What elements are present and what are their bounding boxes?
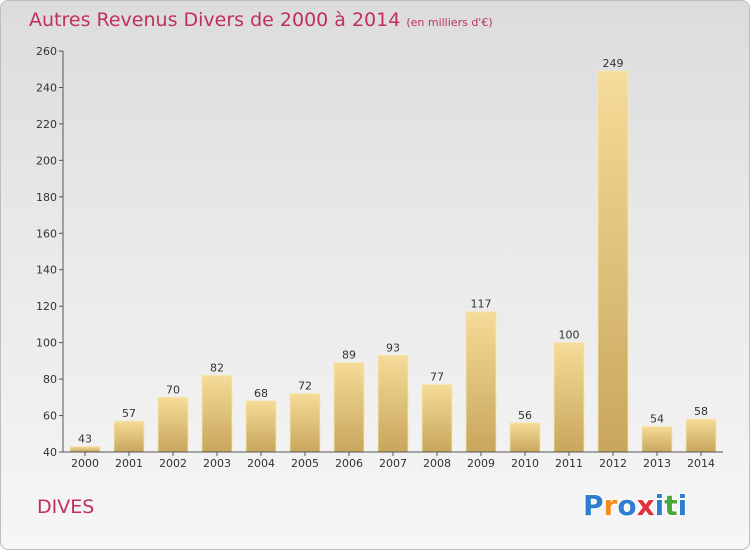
bar-2005 xyxy=(289,393,321,453)
x-tick-label: 2011 xyxy=(555,457,583,470)
bar-value-label: 93 xyxy=(386,341,400,354)
x-tick-label: 2005 xyxy=(291,457,319,470)
chart-title-text: Autres Revenus Divers de 2000 à 2014 xyxy=(29,9,401,31)
bar-value-label: 89 xyxy=(342,349,356,362)
x-tick-label: 2004 xyxy=(247,457,275,470)
y-tick-label: 220 xyxy=(36,118,57,131)
logo-letter: r xyxy=(603,489,618,522)
bar-value-label: 100 xyxy=(559,329,580,342)
y-axis: 40 60 80 100 120 140 160 180 200 220 240 260 xyxy=(36,45,64,459)
x-tick-label: 2000 xyxy=(71,457,99,470)
x-tick-label: 2006 xyxy=(335,457,363,470)
bar-2007 xyxy=(377,354,409,453)
y-tick-label: 80 xyxy=(43,373,57,386)
chart-subtitle: (en milliers d'€) xyxy=(406,16,493,29)
bar-value-label: 82 xyxy=(210,361,224,374)
x-tick-label: 2010 xyxy=(511,457,539,470)
y-tick-label: 40 xyxy=(43,446,57,459)
bar-2002 xyxy=(157,396,189,453)
bar-value-label: 43 xyxy=(78,433,92,446)
bar-2013 xyxy=(641,426,673,453)
y-tick-label: 160 xyxy=(36,227,57,240)
x-tick-label: 2008 xyxy=(423,457,451,470)
bar-value-label: 77 xyxy=(430,371,444,384)
bar-value-label: 56 xyxy=(518,409,532,422)
logo-letter: i xyxy=(654,489,665,522)
y-tick-label: 240 xyxy=(36,81,57,94)
bar-value-label: 117 xyxy=(471,298,492,311)
x-tick-label: 2007 xyxy=(379,457,407,470)
bar-2004 xyxy=(245,400,277,453)
y-tick-label: 120 xyxy=(36,300,57,313)
bar-2012 xyxy=(597,70,629,453)
x-axis: 2000 2001 2002 2003 2004 2005 2006 2007 2008 2009… xyxy=(63,451,723,470)
bar-2008 xyxy=(421,384,453,453)
bar-2010 xyxy=(509,422,541,453)
bar-value-label: 249 xyxy=(603,57,624,70)
x-tick-label: 2013 xyxy=(643,457,671,470)
logo-letter: i xyxy=(677,489,688,522)
y-tick-label: 140 xyxy=(36,264,57,277)
x-tick-label: 2003 xyxy=(203,457,231,470)
bar-value-label: 72 xyxy=(298,380,312,393)
bar-value-label: 58 xyxy=(694,405,708,418)
logo-letter: x xyxy=(636,489,655,522)
commune-name: DIVES xyxy=(37,496,95,518)
bar-value-label: 57 xyxy=(122,407,136,420)
y-tick-label: 100 xyxy=(36,337,57,350)
bars: 43 57 70 82 68 72 89 93 77 117 56 100 249 54 58 xyxy=(69,57,717,453)
x-tick-label: 2002 xyxy=(159,457,187,470)
x-tick-label: 2014 xyxy=(687,457,715,470)
bar-value-label: 54 xyxy=(650,412,664,425)
logo-letter: t xyxy=(664,489,678,522)
bar-2003 xyxy=(201,375,233,453)
logo-letter: o xyxy=(617,489,637,522)
bar-value-label: 68 xyxy=(254,387,268,400)
bar-2009 xyxy=(465,311,497,453)
y-tick-label: 60 xyxy=(43,410,57,423)
y-tick-label: 200 xyxy=(36,154,57,167)
x-tick-label: 2001 xyxy=(115,457,143,470)
proxiti-logo: Proxiti xyxy=(583,489,693,525)
bar-2014 xyxy=(685,418,717,453)
bar-2011 xyxy=(553,342,585,453)
chart-title: Autres Revenus Divers de 2000 à 2014 (en … xyxy=(29,9,493,31)
bar-2001 xyxy=(113,420,145,453)
y-tick-label: 260 xyxy=(36,45,57,58)
x-tick-label: 2009 xyxy=(467,457,495,470)
logo-letter: P xyxy=(583,489,604,522)
bar-value-label: 70 xyxy=(166,383,180,396)
x-tick-label: 2012 xyxy=(599,457,627,470)
y-tick-label: 180 xyxy=(36,191,57,204)
bar-2000 xyxy=(69,446,101,453)
bar-2006 xyxy=(333,362,365,453)
